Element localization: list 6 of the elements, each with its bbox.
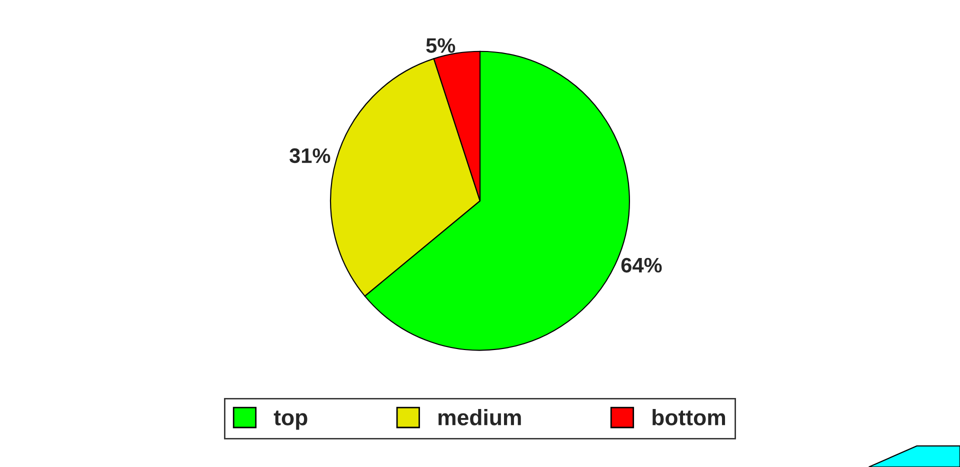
data-label: 64% — [621, 258, 662, 273]
data-label: 5% — [426, 38, 456, 53]
legend-label: top — [274, 410, 308, 430]
data-label: 31% — [290, 148, 330, 164]
legend-label: bottom — [652, 409, 726, 426]
legend-label: medium — [438, 409, 521, 426]
